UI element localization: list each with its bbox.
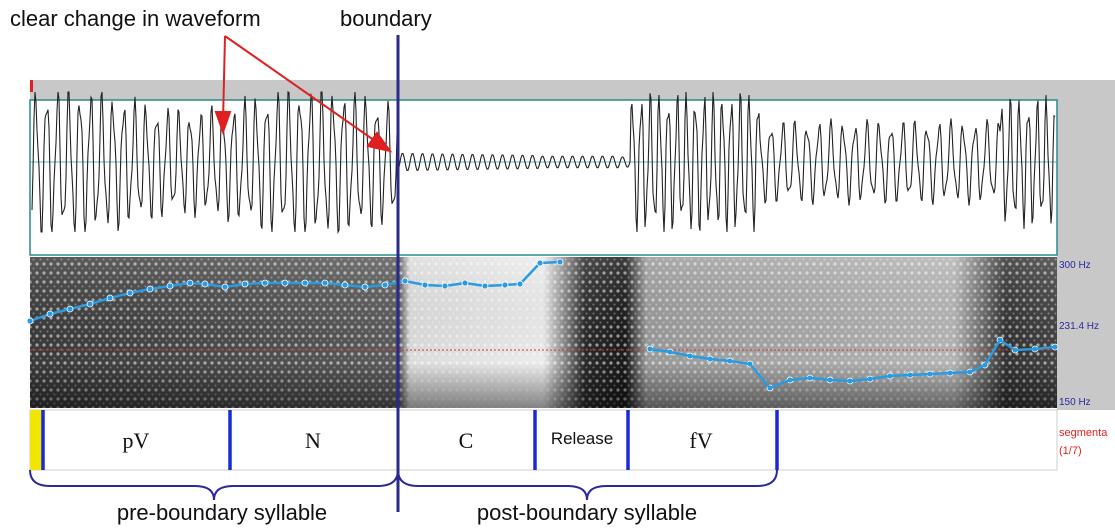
pitch-point [106, 294, 114, 302]
pitch-point [361, 283, 369, 291]
annotation: clear change in waveform [10, 6, 261, 31]
pitch-point [146, 285, 154, 293]
pitch-point [481, 282, 489, 290]
pitch-point [321, 279, 329, 287]
pitch-points [26, 258, 1059, 392]
brace [29, 469, 399, 501]
brace [397, 469, 778, 501]
pitch-point [461, 279, 469, 287]
pitch-point [166, 282, 174, 290]
segment-label: pV [123, 428, 150, 453]
pitch-point [421, 281, 429, 289]
pitch-point [201, 280, 209, 288]
pitch-contour [649, 338, 1056, 390]
window-right-band [1057, 80, 1115, 410]
hz-label: 231.4 Hz [1059, 321, 1099, 332]
waveform [31, 91, 1056, 235]
selection-marker [30, 410, 42, 470]
pitch-point [536, 259, 544, 267]
pitch-point [381, 281, 389, 289]
pitch-point [516, 280, 524, 288]
annotation: post-boundary syllable [477, 500, 697, 525]
segment-label: N [305, 428, 321, 453]
hz-label: 300 Hz [1059, 260, 1091, 271]
pitch-point [86, 300, 94, 308]
annotation: pre-boundary syllable [117, 500, 327, 525]
pitch-contour [29, 260, 561, 323]
pitch-point [556, 258, 564, 266]
pitch-point [501, 281, 509, 289]
pitch-point [341, 281, 349, 289]
spectrogram-shade [30, 257, 1057, 408]
window-top-band [30, 80, 1115, 100]
pitch-point [186, 279, 194, 287]
tier-counter: (1/7) [1059, 445, 1082, 457]
pitch-point [66, 305, 74, 313]
segment-label: Release [551, 429, 613, 448]
pitch-point [281, 279, 289, 287]
waveform-panel [29, 99, 1058, 256]
segment-boundaries [41, 410, 779, 470]
pitch-point [46, 310, 54, 318]
pitch-point [241, 280, 249, 288]
pitch-point [261, 279, 269, 287]
pitch-point [26, 317, 34, 325]
pitch-point [301, 279, 309, 287]
segment-label: fV [689, 428, 712, 453]
pitch-point [441, 282, 449, 290]
annotation: boundary [340, 6, 432, 31]
pitch-point [126, 289, 134, 297]
pitch-point [221, 283, 229, 291]
annotation-arrows [214, 35, 393, 153]
tier-name: segmenta [1059, 427, 1108, 439]
tier-panel [29, 409, 1058, 471]
hz-label: 150 Hz [1059, 397, 1091, 408]
cursor-mark [30, 80, 33, 92]
segment-label: C [459, 428, 474, 453]
pitch-point [401, 277, 409, 285]
